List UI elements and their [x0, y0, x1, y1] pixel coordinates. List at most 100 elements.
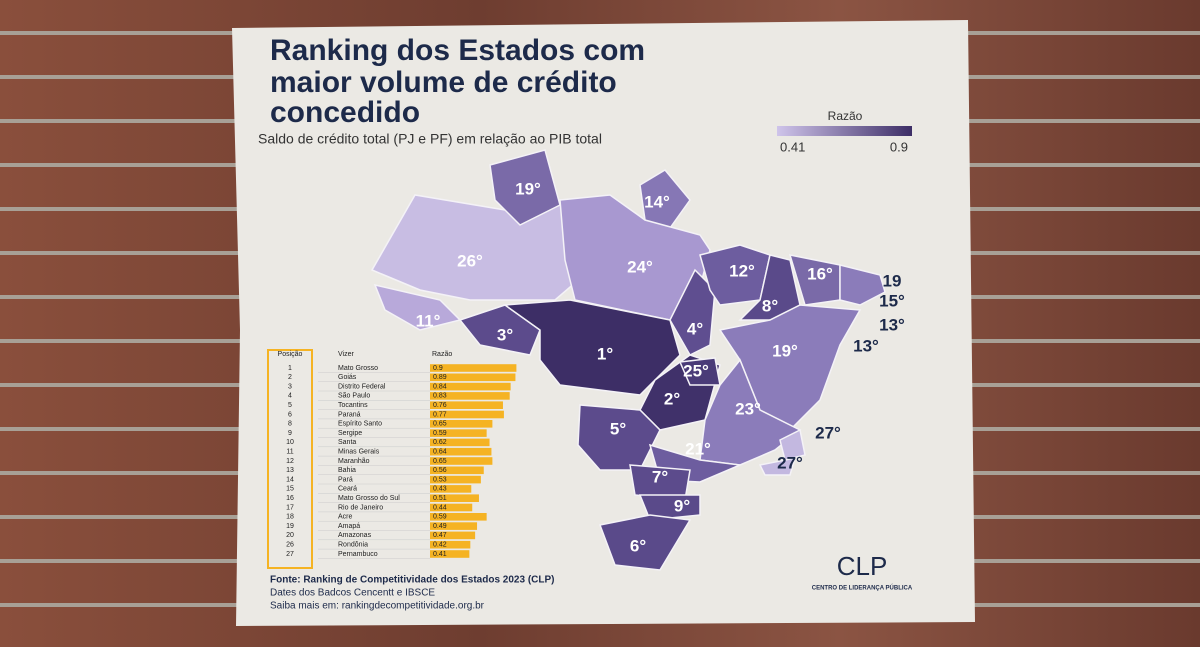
row-value: 0.53 — [433, 476, 447, 483]
title-line: Ranking dos Estados com — [270, 34, 645, 67]
state — [489, 149, 561, 226]
row-value: 0.84 — [433, 383, 447, 390]
footer-data: Dates dos Badcos Cencentt e IBSCE — [270, 588, 435, 599]
row-position: 15 — [286, 486, 294, 493]
value-bar — [430, 392, 510, 400]
map-rank-label: 19 — [883, 271, 902, 290]
map-rank-label: 26° — [457, 251, 483, 270]
map-rank-label: 7° — [652, 467, 668, 486]
value-bar — [430, 522, 478, 530]
map-rank-label: 14° — [644, 192, 670, 211]
row-position: 12 — [286, 458, 294, 465]
row-position: 9 — [288, 430, 292, 437]
row-state: Rio de Janeiro — [338, 504, 383, 511]
row-position: 10 — [286, 439, 294, 446]
state — [758, 457, 797, 476]
value-bar — [430, 410, 504, 419]
map-rank-label: 12° — [729, 261, 755, 280]
row-state: Amazonas — [338, 532, 372, 539]
value-bar — [430, 475, 481, 484]
row-value: 0.62 — [433, 439, 447, 446]
map-rank-label: 21° — [685, 439, 711, 458]
legend-max: 0.9 — [890, 139, 908, 154]
row-position: 1 — [288, 365, 292, 372]
state — [669, 268, 716, 356]
value-bar — [430, 438, 490, 447]
table-header: Posição — [278, 351, 303, 358]
row-state: Goiás — [338, 374, 357, 381]
position-frame — [267, 349, 313, 569]
row-state: Pará — [338, 476, 353, 483]
row-state: Mato Grosso — [338, 365, 378, 372]
map-rank-label: 24° — [627, 257, 653, 276]
subtitle: Saldo de crédito total (PJ e PF) em rela… — [258, 131, 602, 147]
row-state: Pernambuco — [338, 551, 378, 558]
state — [502, 299, 681, 396]
row-state: Distrito Federal — [338, 383, 386, 390]
row-value: 0.65 — [433, 421, 447, 428]
table-header: Razão — [432, 351, 452, 358]
state — [639, 169, 691, 237]
row-state: São Paulo — [338, 393, 370, 400]
map-rank-label: 5° — [610, 419, 626, 438]
state — [373, 283, 462, 331]
title-line: concedido — [270, 96, 420, 129]
row-value: 0.77 — [433, 411, 447, 418]
row-value: 0.64 — [433, 449, 447, 456]
row-value: 0.44 — [433, 504, 447, 511]
state — [779, 428, 806, 461]
map-rank-label: 11° — [416, 311, 441, 330]
value-bar — [430, 485, 472, 493]
row-position: 13 — [286, 467, 294, 474]
value-bar — [430, 447, 492, 456]
row-state: Espírito Santo — [338, 421, 382, 428]
value-bar — [430, 466, 484, 475]
value-bar — [430, 503, 473, 512]
map-rank-label: 13° — [853, 336, 879, 355]
row-position: 16 — [286, 495, 294, 502]
value-bar — [430, 373, 516, 382]
map-rank-label: 6° — [630, 536, 646, 555]
row-position: 4 — [288, 393, 292, 400]
row-position: 26 — [286, 542, 294, 549]
row-state: Ceará — [338, 486, 357, 493]
row-position: 17 — [286, 504, 294, 511]
state — [839, 264, 886, 306]
map-rank-label: 16° — [807, 264, 833, 283]
row-position: 14 — [286, 476, 294, 483]
row-state: Sergipe — [338, 430, 362, 437]
legend-gradient — [777, 126, 912, 136]
row-value: 0.41 — [433, 551, 447, 558]
map-rank-label: 15° — [879, 291, 905, 310]
state — [598, 514, 692, 571]
state — [458, 304, 541, 356]
row-position: 6 — [288, 411, 292, 418]
row-value: 0.59 — [433, 430, 447, 437]
row-position: 2 — [288, 374, 292, 381]
value-bar — [430, 364, 517, 372]
logo-tagline: CENTRO DE LIDERANÇA PÚBLICA — [812, 585, 913, 592]
value-bar — [430, 531, 476, 540]
title-line: maior volume de crédito — [270, 66, 617, 99]
row-value: 0.42 — [433, 542, 447, 549]
footer-source: Fonte: Ranking de Competitividade dos Es… — [270, 575, 555, 586]
state — [638, 494, 701, 521]
map-rank-label: 1° — [597, 344, 613, 363]
row-state: Acre — [338, 514, 353, 521]
row-value: 0.83 — [433, 393, 447, 400]
map-rank-label: 3° — [497, 325, 513, 344]
map-rank-label: 19° — [772, 341, 798, 360]
row-position: 18 — [286, 514, 294, 521]
row-value: 0.51 — [433, 495, 447, 502]
logo-name: CLP — [837, 551, 888, 581]
map — [370, 149, 886, 571]
value-bar — [430, 382, 511, 391]
value-bar — [430, 420, 493, 428]
value-bar — [430, 457, 493, 465]
row-value: 0.43 — [433, 486, 447, 493]
value-bar — [430, 429, 487, 437]
row-state: Paraná — [338, 411, 361, 418]
row-state: Bahia — [338, 467, 356, 474]
map-rank-label: 27° — [815, 423, 841, 442]
